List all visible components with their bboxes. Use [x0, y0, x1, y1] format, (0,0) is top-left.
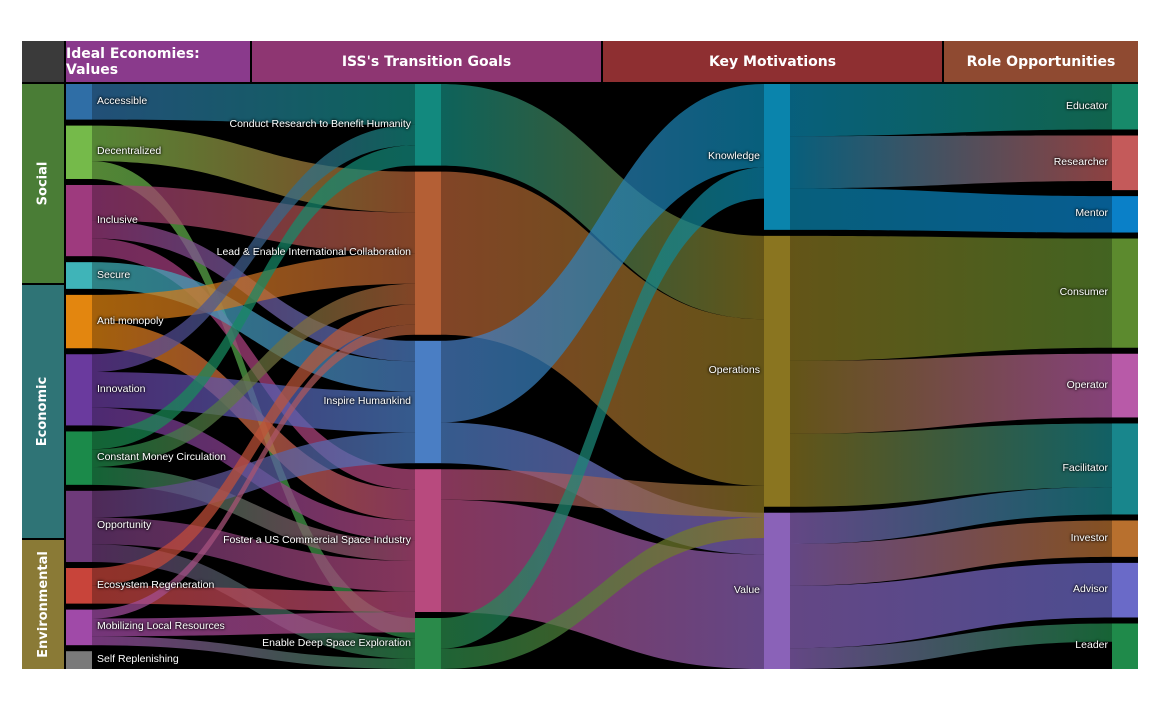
label-foster-a-us-commercial-space-industry: Foster a US Commercial Space Industry: [223, 533, 411, 546]
group-environmental: Environmental: [22, 540, 64, 669]
link-knowledge-to-mentor: [790, 188, 1112, 233]
node-leader: [1112, 623, 1138, 669]
label-mobilizing-local-resources: Mobilizing Local Resources: [97, 620, 225, 633]
label-operations: Operations: [708, 364, 760, 377]
node-anti-monopoly: [66, 294, 92, 349]
link-foster-a-us-commercial-space-industry-to-operations: [441, 469, 764, 518]
label-innovation: Innovation: [97, 382, 146, 395]
node-operator: [1112, 353, 1138, 418]
node-conduct-research-to-benefit-humanity: [415, 84, 441, 166]
label-self-replenishing: Self Replenishing: [97, 653, 179, 666]
label-leader: Leader: [1075, 639, 1108, 652]
header-goals: ISS's Transition Goals: [252, 41, 601, 82]
label-value: Value: [733, 583, 760, 596]
node-constant-money-circulation: [66, 431, 92, 485]
node-innovation: [66, 354, 92, 426]
group-economic: Economic: [22, 285, 64, 538]
link-anti-monopoly-to-lead-enable-international-collaboration: [92, 253, 415, 322]
node-enable-deep-space-exploration: [415, 618, 441, 669]
link-accessible-to-conduct-research-to-benefit-humanity: [92, 84, 415, 125]
node-investor: [1112, 520, 1138, 557]
label-anti-monopoly: Anti monopoly: [97, 314, 164, 327]
node-consumer: [1112, 238, 1138, 348]
node-advisor: [1112, 562, 1138, 618]
label-advisor: Advisor: [1072, 583, 1108, 596]
label-educator: Educator: [1065, 99, 1108, 112]
link-anti-monopoly-to-foster-a-us-commercial-space-industry: [92, 321, 415, 521]
node-self-replenishing: [66, 651, 92, 669]
node-inclusive: [66, 184, 92, 257]
node-decentralized: [66, 125, 92, 179]
node-value: [764, 512, 790, 669]
link-lead-enable-international-collaboration-to-operations: [441, 171, 764, 486]
label-inspire-humankind: Inspire Humankind: [323, 395, 411, 407]
link-inclusive-to-foster-a-us-commercial-space-industry: [92, 238, 415, 490]
label-lead-enable-international-collaboration: Lead & Enable International Collaboratio…: [216, 246, 411, 259]
link-mobilizing-local-resources-to-enable-deep-space-exploration: [92, 636, 415, 669]
label-conduct-research-to-benefit-humanity: Conduct Research to Benefit Humanity: [229, 117, 411, 130]
node-inspire-humankind: [415, 340, 441, 464]
link-value-to-leader: [790, 623, 1112, 669]
link-operations-to-operator: [790, 353, 1112, 434]
group-social: Social: [22, 84, 64, 283]
header-roles: Role Opportunities: [944, 41, 1138, 82]
label-consumer: Consumer: [1059, 286, 1108, 299]
node-ecosystem-regeneration: [66, 568, 92, 604]
node-knowledge: [764, 84, 790, 230]
node-accessible: [66, 84, 92, 120]
link-knowledge-to-researcher: [790, 135, 1112, 189]
link-enable-deep-space-exploration-to-knowledge: [441, 167, 764, 649]
label-facilitator: Facilitator: [1062, 461, 1108, 474]
label-knowledge: Knowledge: [708, 149, 760, 162]
link-constant-money-circulation-to-lead-enable-international-collaboration: [92, 283, 415, 468]
node-mentor: [1112, 196, 1138, 233]
header-values: Ideal Economies: Values: [66, 41, 250, 82]
label-enable-deep-space-exploration: Enable Deep Space Exploration: [262, 636, 411, 649]
link-operations-to-consumer: [790, 235, 1112, 361]
link-conduct-research-to-benefit-humanity-to-operations: [441, 84, 764, 320]
group-social-label: Social: [35, 161, 51, 206]
node-educator: [1112, 84, 1138, 130]
label-mentor: Mentor: [1075, 207, 1108, 220]
link-value-to-advisor: [790, 562, 1112, 649]
label-constant-money-circulation: Constant Money Circulation: [97, 451, 226, 464]
label-opportunity: Opportunity: [97, 519, 152, 532]
label-ecosystem-regeneration: Ecosystem Regeneration: [97, 578, 215, 591]
label-accessible: Accessible: [97, 94, 148, 107]
link-mobilizing-local-resources-to-foster-a-us-commercial-space-industry: [92, 612, 415, 637]
link-inspire-humankind-to-knowledge: [441, 84, 764, 423]
link-ecosystem-regeneration-to-foster-a-us-commercial-space-industry: [92, 585, 415, 612]
node-mobilizing-local-resources: [66, 609, 92, 646]
node-lead-enable-international-collaboration: [415, 171, 441, 335]
label-inclusive: Inclusive: [97, 213, 138, 226]
link-inclusive-to-lead-enable-international-collaboration: [92, 184, 415, 254]
link-innovation-to-conduct-research-to-benefit-humanity: [92, 124, 415, 373]
label-secure: Secure: [97, 268, 131, 281]
node-opportunity: [66, 490, 92, 563]
label-investor: Investor: [1070, 531, 1108, 544]
link-opportunity-to-foster-a-us-commercial-space-industry: [92, 517, 415, 592]
link-mobilizing-local-resources-to-lead-enable-international-collaboration: [92, 324, 415, 619]
group-environmental-label: Environmental: [35, 551, 51, 658]
corner-cell: [22, 41, 64, 82]
node-operations: [764, 235, 790, 507]
node-facilitator: [1112, 423, 1138, 515]
label-researcher: Researcher: [1053, 155, 1108, 168]
node-secure: [66, 262, 92, 289]
link-enable-deep-space-exploration-to-operations: [441, 517, 764, 669]
label-operator: Operator: [1066, 378, 1108, 391]
link-constant-money-circulation-to-conduct-research-to-benefit-humanity: [92, 145, 415, 450]
link-value-to-investor: [790, 520, 1112, 586]
label-decentralized: Decentralized: [97, 145, 162, 158]
node-researcher: [1112, 135, 1138, 191]
link-innovation-to-inspire-humankind: [92, 372, 415, 433]
link-operations-to-facilitator: [790, 423, 1112, 507]
group-economic-label: Economic: [35, 376, 51, 447]
link-knowledge-to-educator: [790, 84, 1112, 137]
link-value-to-facilitator: [790, 487, 1112, 544]
node-foster-a-us-commercial-space-industry: [415, 469, 441, 612]
link-ecosystem-regeneration-to-lead-enable-international-collaboration: [92, 304, 415, 586]
header-motivations: Key Motivations: [603, 41, 942, 82]
